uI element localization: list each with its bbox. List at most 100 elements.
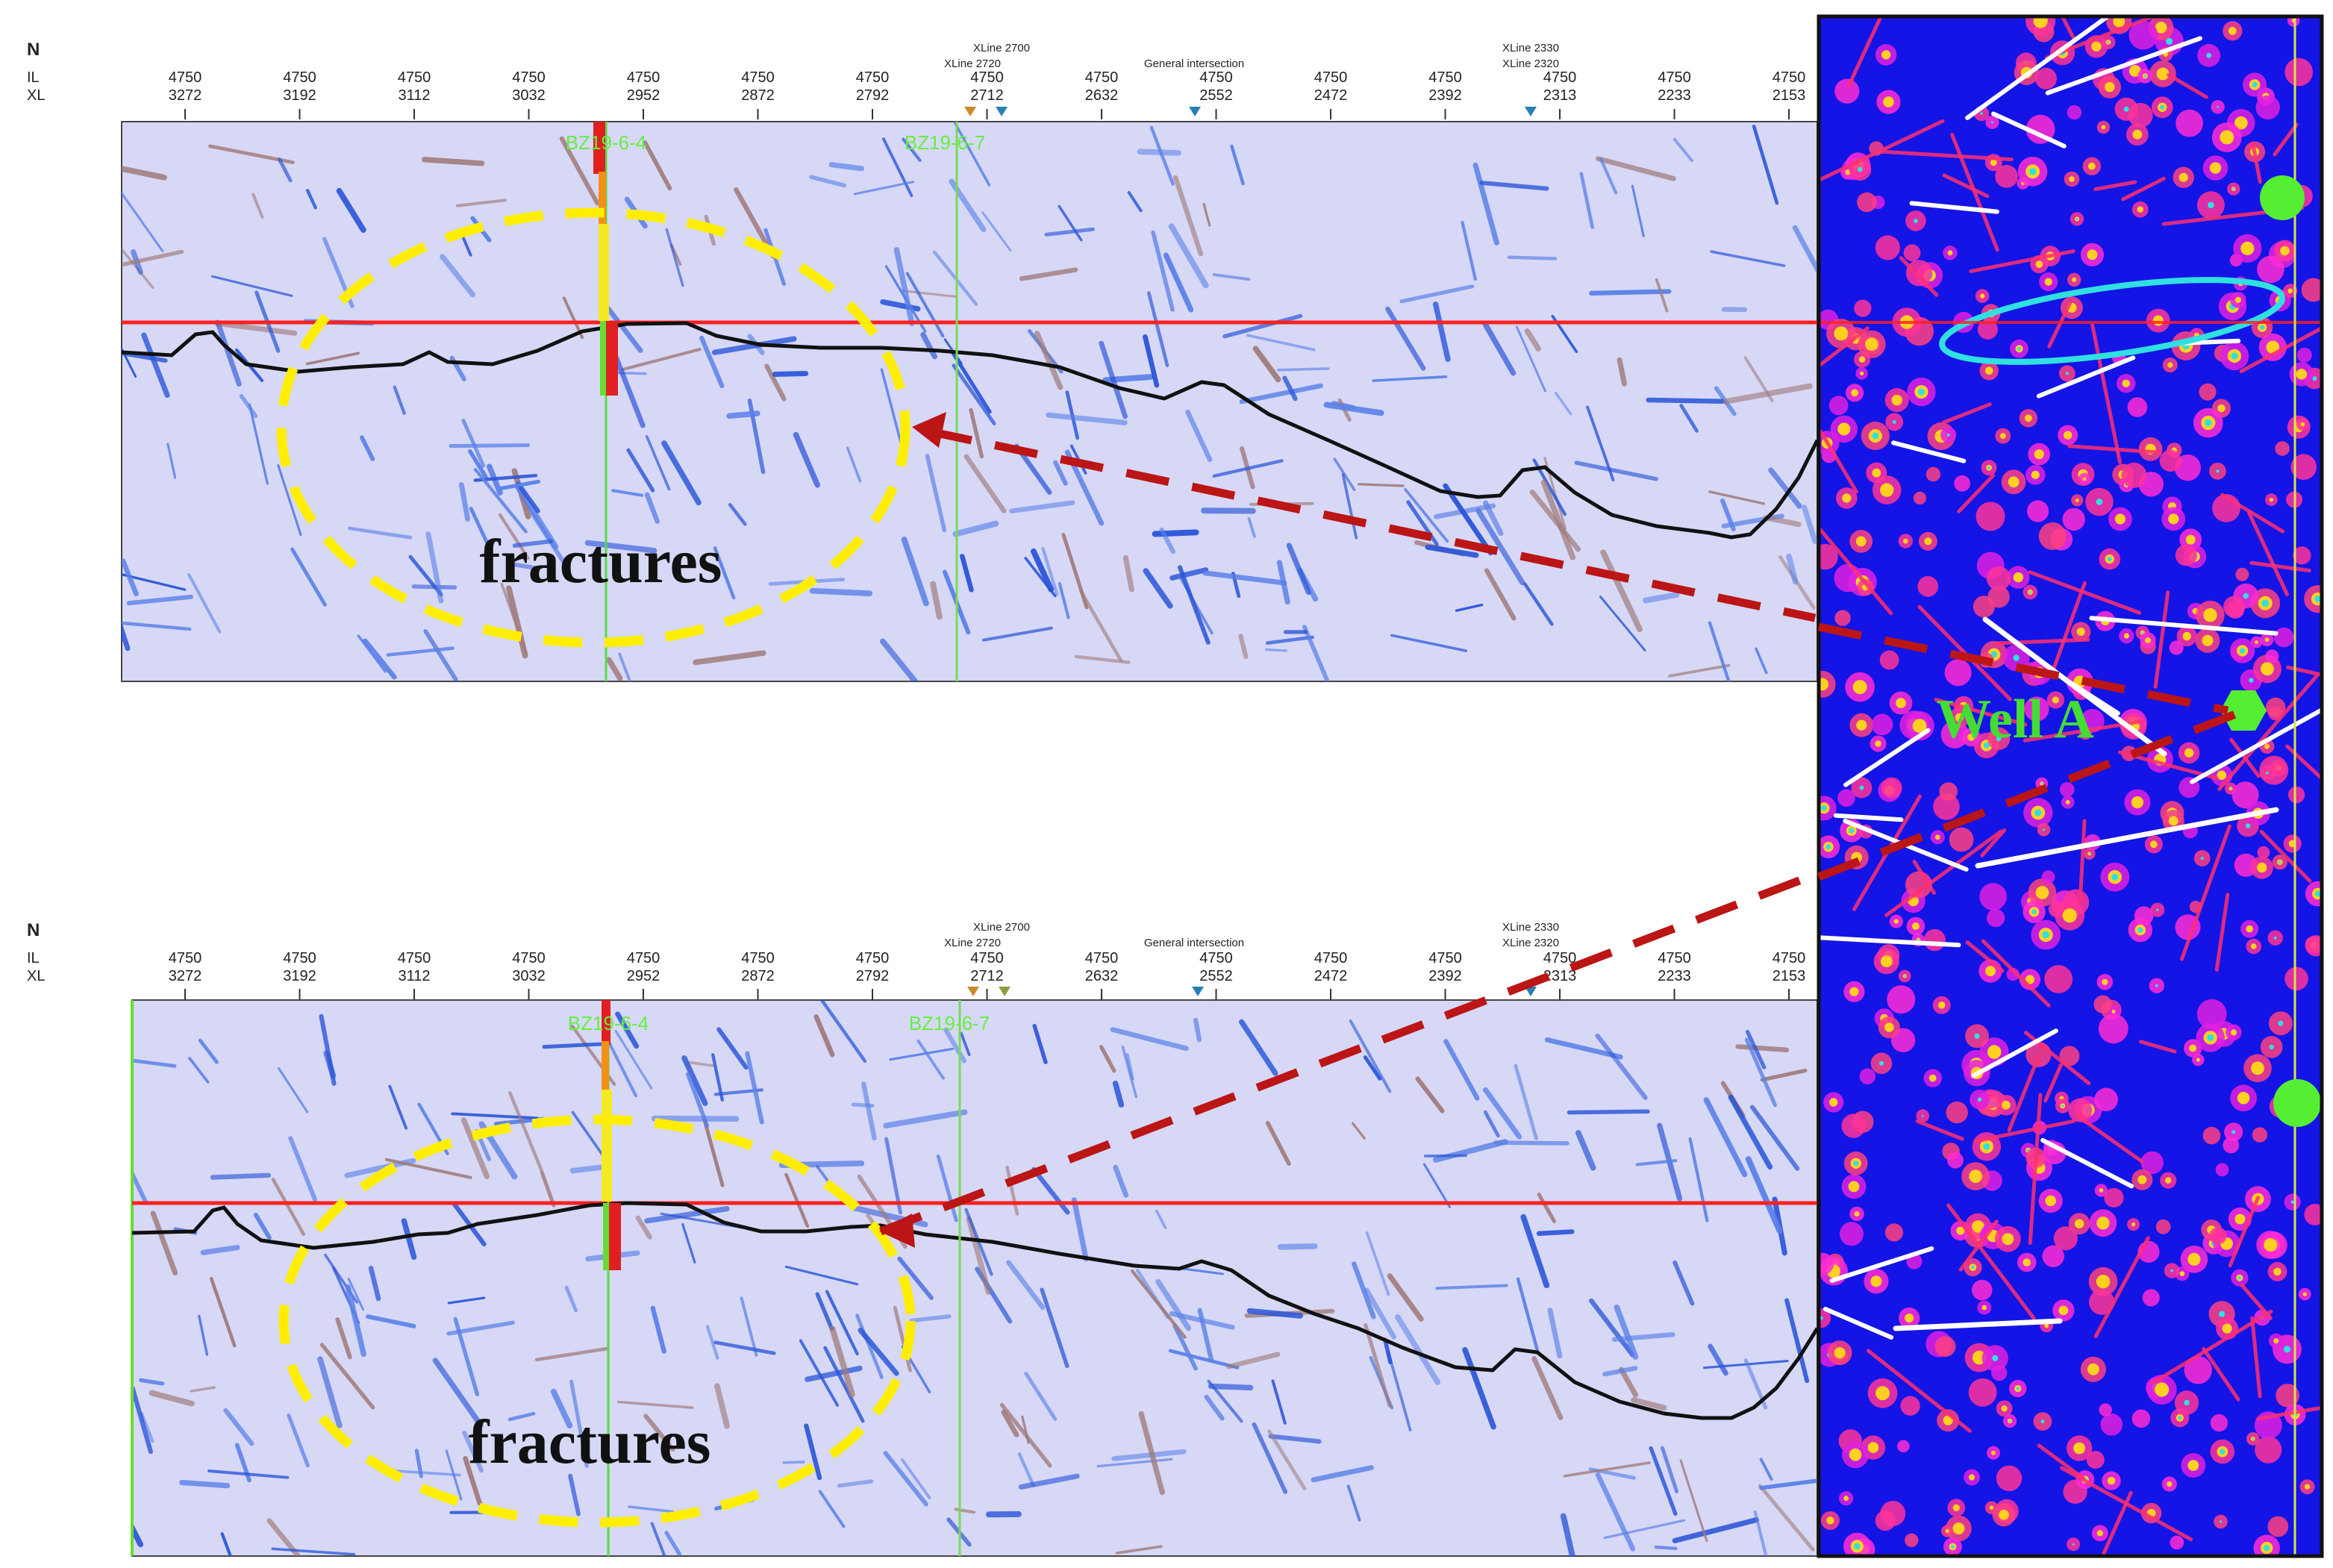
- top-reflection-streak: [764, 363, 787, 402]
- map-white-fracture-line: [2190, 707, 2322, 784]
- top-reflection-streak: [514, 484, 559, 550]
- map-fracture-trend: [1965, 940, 2005, 973]
- map-anomaly-core: [1843, 1496, 1849, 1502]
- map-anomaly-core: [1849, 987, 1859, 996]
- top_panel-xl-tick-label: 3032: [512, 87, 546, 104]
- map-anomaly-core: [2251, 1061, 2264, 1075]
- top-reflection-streak: [1432, 302, 1451, 362]
- top-reflection-streak: [386, 646, 455, 657]
- bottom-reflection-streak: [1537, 1193, 1556, 1223]
- map-anomaly-core: [2025, 975, 2034, 984]
- map-fracture-trend: [2167, 72, 2208, 99]
- top-reflection-streak: [512, 539, 554, 548]
- map-anomaly-halo: [2232, 781, 2259, 809]
- bottom-reflection-streak: [805, 1365, 863, 1382]
- map-anomaly-core: [2107, 1476, 2116, 1485]
- map-anomaly-core: [2023, 1258, 2031, 1266]
- bottom-reflection-streak: [909, 1314, 952, 1323]
- map-anomaly-core: [2273, 1267, 2282, 1276]
- bottom-reflection-streak: [223, 1408, 254, 1446]
- bottom-reflection-streak: [1311, 1465, 1374, 1483]
- map-anomaly-center: [2290, 1200, 2294, 1204]
- map-anomaly-center: [2184, 1399, 2190, 1406]
- top-reflection-streak: [1472, 162, 1499, 246]
- map-fracture-trend: [2093, 1236, 2150, 1339]
- bottom-reflection-streak: [462, 1430, 484, 1473]
- map-anomaly-core: [2131, 796, 2143, 809]
- map-anomaly-core: [2203, 607, 2217, 622]
- map-anomaly-halo: [2301, 278, 2322, 302]
- top-reflection-streak: [643, 140, 672, 191]
- map-anomaly-halo: [1991, 1364, 2008, 1381]
- bottom-reflection-streak: [1168, 1349, 1240, 1369]
- bottom-reflection-streak: [897, 1256, 934, 1300]
- map-anomaly-core: [2202, 634, 2214, 646]
- top-north-label: N: [27, 40, 40, 60]
- map-anomaly-halo: [2094, 1087, 2118, 1112]
- map-anomaly-core: [2137, 1175, 2147, 1184]
- map-anomaly-core: [2096, 1275, 2111, 1289]
- bottom-reflection-streak: [451, 1112, 539, 1120]
- map-anomaly-core: [2096, 1216, 2110, 1230]
- bottom-reflection-streak: [740, 1296, 758, 1357]
- bottom-reflection-streak: [1563, 1461, 1651, 1478]
- map-anomaly-center: [1854, 1543, 1861, 1550]
- bottom-reflection-streak: [1547, 1308, 1563, 1359]
- top-reflection-streak: [1385, 306, 1426, 371]
- bottom-reflection-streak: [1423, 1154, 1468, 1158]
- map-anomaly-halo: [1839, 1222, 1864, 1246]
- bottom_panel-xl-tick-label: 2872: [741, 968, 775, 984]
- bottom-interpreted-horizon-curve: [132, 1201, 1817, 1420]
- top-reflection-streak: [122, 573, 187, 591]
- map-anomaly-center: [2278, 1020, 2284, 1026]
- map-anomaly-core: [2182, 631, 2191, 641]
- bottom-reflection-streak: [1520, 1214, 1550, 1289]
- top-reflection-streak: [1524, 328, 1542, 352]
- bottom_panel-xl-tick-label: 3192: [283, 968, 316, 984]
- map-anomaly-core: [2222, 1323, 2232, 1334]
- map-white-fracture-line: [1991, 111, 2067, 149]
- map-anomaly-center: [1892, 420, 1896, 424]
- map-anomaly-center: [2061, 1105, 2064, 1108]
- top-reflection-streak: [1127, 190, 1143, 213]
- map-anomaly-halo: [2267, 1516, 2289, 1537]
- top-reflection-streak: [1163, 252, 1194, 313]
- bottom-well-label-bz19-6-4: BZ19-6-4: [568, 1012, 649, 1034]
- top-il-label: IL: [27, 69, 40, 86]
- map-anomaly-halo: [2053, 1226, 2078, 1251]
- map-anomaly-core: [1902, 538, 1908, 544]
- bottom-reflection-streak: [681, 1222, 696, 1264]
- map-fracture-trend: [2028, 1093, 2043, 1245]
- map-well-marker: [2260, 175, 2305, 220]
- map-anomaly-core: [2113, 16, 2126, 28]
- map-anomaly-halo: [2305, 935, 2322, 957]
- map-anomaly-core: [2260, 662, 2274, 676]
- map-anomaly-halo: [2210, 1414, 2229, 1432]
- map-anomaly-center: [2205, 419, 2212, 427]
- map-connector-dashed-line: [1817, 622, 2229, 715]
- map-anomaly-halo: [2304, 1204, 2322, 1225]
- map-anomaly-core: [2189, 1044, 2197, 1052]
- map-fracture-trend: [2239, 325, 2322, 373]
- map-anomaly-core: [1819, 678, 1828, 691]
- map-anomaly-core: [1842, 493, 1852, 503]
- map-anomaly-center: [2088, 852, 2090, 855]
- bottom-reflection-streak: [1516, 1277, 1540, 1353]
- map-anomaly-center: [2279, 860, 2282, 863]
- map-anomaly-halo: [2093, 995, 2112, 1013]
- map-anomaly-core: [2234, 296, 2241, 303]
- bottom-connector-dashed-line: [879, 869, 1820, 1236]
- map-anomaly-core: [2122, 379, 2130, 387]
- top-reflection-streak: [1673, 137, 1693, 163]
- top-reflection-streak: [1642, 592, 1680, 604]
- map-fracture-trend: [2121, 176, 2166, 202]
- top-reflection-streak: [1679, 404, 1699, 433]
- bottom-reflection-streak: [564, 1285, 578, 1313]
- top-reflection-streak: [422, 157, 485, 166]
- map-fracture-trend: [2051, 581, 2087, 672]
- map-anomaly-center: [2170, 1269, 2174, 1272]
- top-reflection-streak: [1149, 125, 1175, 186]
- bottom_panel-il-tick-label: 4750: [627, 950, 660, 966]
- map-anomaly-center: [2207, 1034, 2214, 1041]
- top-reflection-streak: [853, 181, 915, 196]
